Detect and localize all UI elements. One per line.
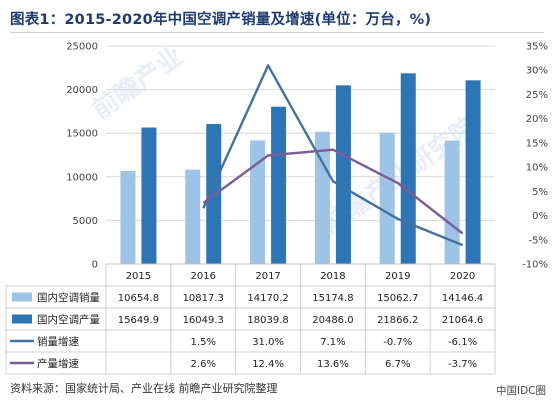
right-tick-label: 20%	[526, 114, 548, 125]
x-tick-label: 2018	[320, 271, 345, 282]
data-label: -3.7%	[448, 359, 477, 370]
left-tick-label: 10000	[66, 172, 98, 183]
legend-label: 国内空调产量	[37, 313, 100, 326]
production-bar-2020	[465, 80, 481, 265]
legend-swatch	[12, 314, 32, 324]
sales-bar-2017	[250, 140, 266, 264]
data-label: 15062.7	[377, 293, 418, 304]
right-tick-label: -5%	[529, 235, 548, 246]
data-label: 21064.6	[442, 315, 483, 326]
data-label: 15649.9	[118, 315, 159, 326]
data-label: 14170.2	[247, 293, 288, 304]
production-bar-2015	[141, 127, 157, 265]
right-tick-label: 10%	[526, 163, 548, 174]
x-tick-label: 2016	[191, 271, 216, 282]
left-tick-label: 25000	[66, 42, 98, 53]
growth-lines	[202, 64, 464, 247]
right-axis: -10% -5% 0% 5% 10% 15% 20% 25% 30% 35%	[522, 42, 548, 271]
data-label: 6.7%	[385, 359, 410, 370]
data-label: 2.6%	[191, 359, 216, 370]
bars	[120, 73, 481, 265]
data-label: 13.6%	[317, 359, 349, 370]
data-table: 2015 2016 2017 2018 2019 2020 国内空调销量 10654.8 108…	[5, 263, 496, 375]
left-axis: 0 5000 10000 15000 20000 25000	[66, 42, 98, 271]
legend-label: 产量增速	[37, 357, 79, 370]
sales-bar-2019	[379, 132, 395, 264]
legend-swatch	[12, 292, 32, 302]
production-bar-2018	[335, 85, 351, 264]
right-tick-label: 25%	[526, 90, 548, 101]
x-tick-label: 2020	[450, 271, 475, 282]
production-bar-2017	[271, 106, 287, 264]
right-tick-label: 30%	[526, 66, 548, 77]
svg-text:前瞻产业: 前瞻产业	[86, 41, 189, 126]
title-bar: 图表1：2015-2020年中国空调产销量及增速(单位：万台，%)	[10, 8, 544, 33]
left-tick-label: 0	[92, 260, 98, 271]
data-label: 1.5%	[191, 337, 216, 348]
data-label: 10654.8	[118, 293, 159, 304]
data-label: 12.4%	[252, 359, 284, 370]
data-label: 16049.3	[183, 315, 224, 326]
right-tick-label: -10%	[522, 260, 548, 271]
data-label: 10817.3	[183, 293, 224, 304]
sales-bar-2020	[444, 140, 460, 264]
production-bar-2019	[400, 73, 416, 264]
x-tick-label: 2019	[385, 271, 410, 282]
footer-tag: 中国IDC圈	[495, 385, 546, 397]
sales-bar-2015	[120, 171, 136, 264]
x-tick-label: 2015	[126, 271, 151, 282]
sales-bar-2018	[314, 131, 330, 264]
legend-label: 销量增速	[37, 335, 79, 348]
data-label: 15174.8	[312, 293, 353, 304]
chart-title: 图表1：2015-2020年中国空调产销量及增速(单位：万台，%)	[10, 12, 432, 28]
sales-bar-2016	[185, 169, 201, 264]
data-label: 21866.2	[377, 315, 418, 326]
left-tick-label: 20000	[66, 85, 98, 96]
data-label: 31.0%	[252, 337, 284, 348]
legend-label: 国内空调销量	[37, 291, 100, 304]
data-label: 7.1%	[320, 337, 345, 348]
right-tick-label: 15%	[526, 138, 548, 149]
data-label: 14146.4	[442, 293, 483, 304]
left-tick-label: 5000	[73, 216, 98, 227]
left-tick-label: 15000	[66, 129, 98, 140]
data-label: 20486.0	[312, 315, 353, 326]
data-label: -6.1%	[448, 337, 477, 348]
data-label: 18039.8	[247, 315, 288, 326]
source-note: 资料来源：国家统计局、产业在线 前瞻产业研究院整理	[10, 382, 278, 395]
right-tick-label: 5%	[532, 187, 548, 198]
x-tick-label: 2017	[255, 271, 280, 282]
data-label: -0.7%	[383, 337, 412, 348]
right-tick-label: 35%	[526, 42, 548, 53]
right-tick-label: 0%	[532, 211, 548, 222]
